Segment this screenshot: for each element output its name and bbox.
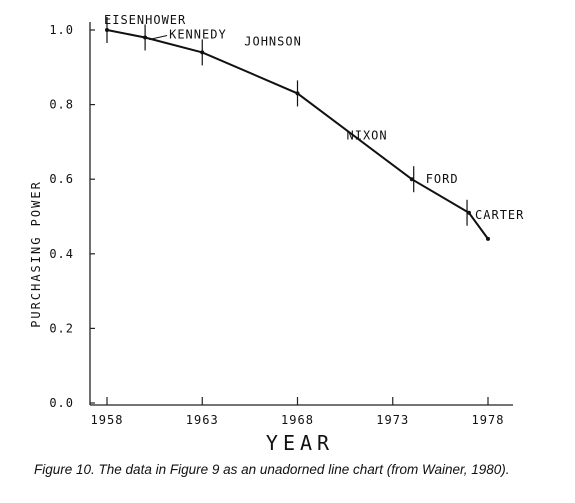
kennedy-pointer [148, 34, 168, 40]
y-tick-label: 0.8 [49, 98, 74, 112]
president-label: KENNEDY [169, 27, 227, 41]
data-point [466, 210, 471, 215]
term-markers [105, 17, 490, 241]
president-label: NIXON [347, 128, 388, 142]
y-tick-label: 0.0 [49, 396, 74, 410]
president-label: EISENHOWER [104, 13, 186, 27]
president-label: CARTER [475, 208, 524, 222]
y-tick-label: 0.2 [49, 321, 74, 335]
x-tick-label: 1963 [186, 413, 219, 427]
y-axis-ticks: 0.0 0.2 0.4 0.6 0.8 1.0 [49, 23, 95, 410]
x-tick-label: 1973 [376, 413, 409, 427]
x-axis-ticks: 1958 1963 1968 1973 1978 [91, 397, 505, 427]
y-tick-label: 0.4 [49, 247, 74, 261]
x-tick-label: 1978 [472, 413, 505, 427]
y-axis-title: PURCHASING POWER [29, 180, 43, 328]
y-tick-label: 0.6 [49, 172, 74, 186]
line-chart: 0.00.20.40.60.81.0 1958 1963 1968 1973 1978 … [29, 13, 524, 455]
x-tick-label: 1958 [91, 413, 124, 427]
president-label: FORD [426, 172, 459, 186]
president-label: JOHNSON [244, 34, 302, 48]
x-axis-title: YEAR [266, 431, 334, 455]
axes [89, 22, 513, 406]
data-point [409, 177, 414, 182]
x-tick-label: 1968 [281, 413, 314, 427]
figure-caption: Figure 10. The data in Figure 9 as an un… [34, 462, 510, 477]
data-point [486, 236, 490, 241]
purchasing-power-line [106, 29, 489, 240]
y-tick-label: 1.0 [49, 23, 74, 37]
